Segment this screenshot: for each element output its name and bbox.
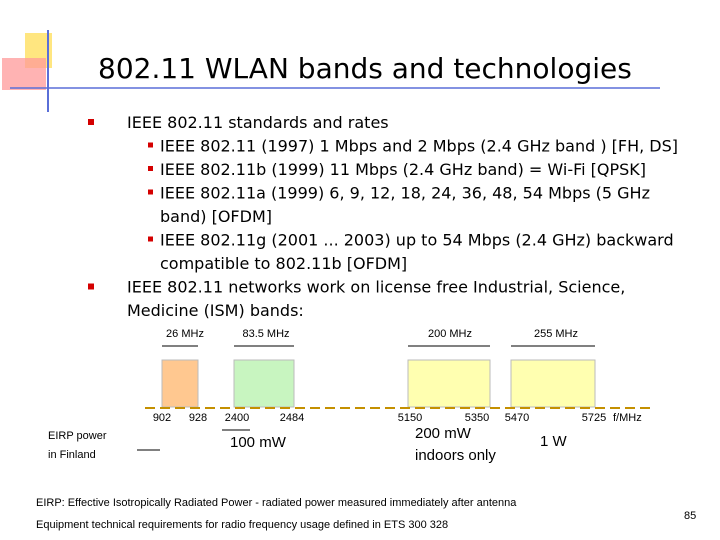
sub-bullet-text: IEEE 802.11b (1999) 11 Mbps (2.4 GHz ban… [160, 160, 646, 179]
bullet-marker [148, 166, 153, 171]
sub-bullet-text: IEEE 802.11g (2001 ... 2003) up to 54 Mb… [160, 231, 674, 250]
power-label: indoors only [415, 447, 496, 464]
bandwidth-label: 83.5 MHz [242, 328, 289, 340]
power-label: 200 mW [415, 425, 472, 442]
page-number: 85 [684, 510, 696, 522]
bandwidth-label: 200 MHz [428, 328, 472, 340]
bandwidth-arrows [137, 345, 595, 451]
band-diagram: 26 MHz 83.5 MHz 200 MHz 255 MHz 902 928 … [48, 328, 650, 464]
band-block [233, 359, 295, 408]
band-block [510, 359, 596, 408]
frequency-label: 5150 [398, 412, 422, 424]
frequency-label: 5470 [505, 412, 529, 424]
power-label: 100 mW [230, 434, 287, 451]
bullet-list: IEEE 802.11 standards and rates IEEE 802.… [88, 113, 678, 320]
bullet-text: Medicine (ISM) bands: [127, 301, 304, 320]
frequency-label: 928 [189, 412, 207, 424]
frequency-label: 5350 [465, 412, 489, 424]
bullet-marker [88, 283, 94, 290]
bandwidth-label: 255 MHz [534, 328, 578, 340]
bullet-text: IEEE 802.11 networks work on license fre… [127, 278, 625, 297]
axis-unit: f/MHz [613, 412, 642, 424]
sub-bullet-text: IEEE 802.11a (1999) 6, 9, 12, 18, 24, 36… [160, 184, 650, 203]
bullet-marker [148, 142, 153, 148]
footnote: Equipment technical requirements for rad… [36, 519, 448, 531]
bullet-marker [148, 236, 153, 242]
bandwidth-label: 26 MHz [166, 328, 204, 340]
frequency-label: 2400 [225, 412, 249, 424]
footnote: EIRP: Effective Isotropically Radiated P… [36, 497, 517, 509]
sub-bullet-text: IEEE 802.11 (1997) 1 Mbps and 2 Mbps (2.… [160, 137, 678, 156]
power-label: 1 W [540, 433, 568, 450]
frequency-label: 2484 [280, 412, 304, 424]
bullet-text: IEEE 802.11 standards and rates [127, 113, 389, 132]
bullet-marker [88, 119, 94, 125]
band-block [407, 359, 491, 408]
deco-square [2, 58, 46, 90]
sub-bullet-text: compatible to 802.11b [OFDM] [160, 254, 407, 273]
sub-bullet-text: band) [OFDM] [160, 207, 272, 226]
frequency-label: 5725 [582, 412, 606, 424]
slide-title: 802.11 WLAN bands and technologies [98, 52, 632, 85]
band-block [161, 359, 199, 408]
frequency-label: 902 [153, 412, 171, 424]
eirp-label: in Finland [48, 449, 96, 461]
bullet-marker [148, 189, 153, 195]
eirp-label: EIRP power [48, 430, 107, 442]
